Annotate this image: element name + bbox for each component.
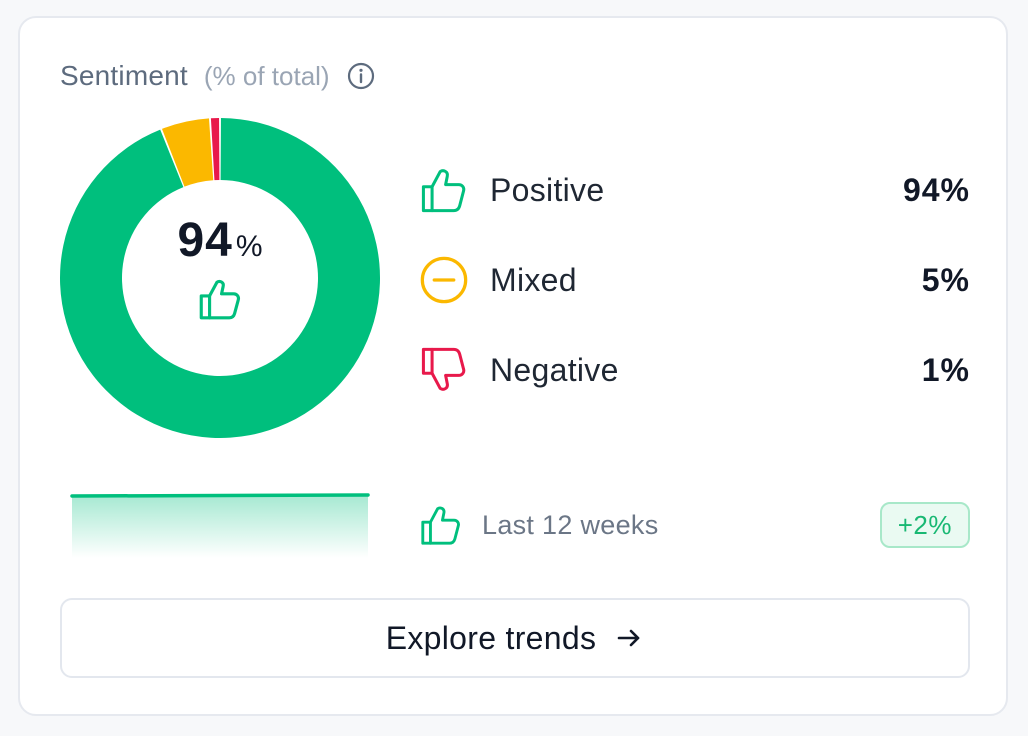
thumbs-up-icon: [421, 169, 466, 213]
sentiment-legend: Positive 94% Mixed 5% Negative 1%: [418, 160, 970, 430]
thumbs-up-icon: [421, 506, 460, 545]
explore-trends-button[interactable]: Explore trends: [60, 598, 970, 678]
info-icon[interactable]: [346, 61, 376, 91]
legend-label: Positive: [490, 171, 605, 208]
legend-value: 94%: [902, 171, 970, 208]
arrow-right-icon: [617, 629, 640, 647]
legend-label: Negative: [490, 351, 619, 388]
card-subtitle: (% of total): [203, 60, 330, 91]
trend-change-badge: +2%: [879, 502, 970, 548]
thumbs-down-icon: [421, 347, 466, 391]
trend-summary: Last 12 weeks +2%: [418, 498, 970, 552]
donut-slice-negative[interactable]: [210, 118, 220, 181]
legend-value: 1%: [921, 351, 970, 388]
explore-trends-label: Explore trends: [385, 619, 597, 656]
legend-item-negative: Negative 1%: [418, 340, 970, 400]
sentiment-donut-chart: 94 %: [59, 118, 381, 439]
legend-value: 5%: [921, 261, 970, 298]
trend-label: Last 12 weeks: [482, 509, 659, 540]
donut-slice-positive[interactable]: [59, 118, 381, 439]
legend-item-mixed: Mixed 5%: [418, 250, 970, 310]
minus-circle-icon: [420, 256, 468, 304]
card-header: Sentiment (% of total): [60, 58, 376, 94]
card-title: Sentiment: [60, 60, 188, 91]
legend-item-positive: Positive 94%: [418, 160, 970, 220]
sentiment-card: Sentiment (% of total) 94 % Pos: [18, 16, 1008, 716]
donut-svg: [59, 118, 381, 439]
trend-sparkline: [70, 493, 370, 558]
legend-label: Mixed: [490, 261, 577, 298]
donut-slice-mixed[interactable]: [161, 118, 214, 187]
